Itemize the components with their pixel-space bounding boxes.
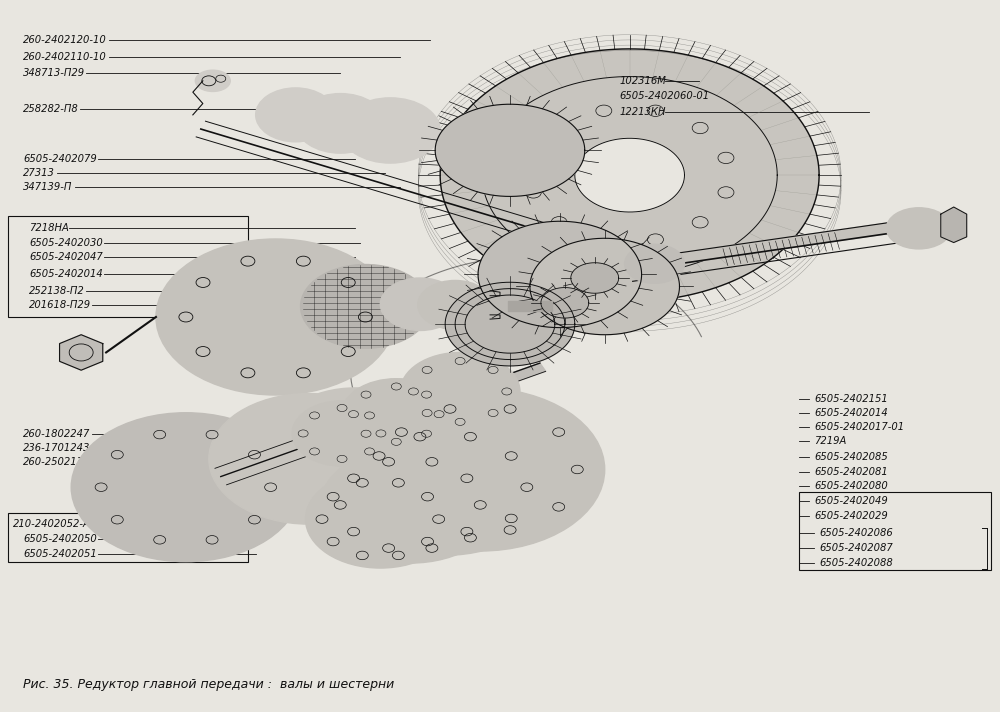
Text: 6505-2402049: 6505-2402049 [814,496,888,506]
Text: 6505-2402014: 6505-2402014 [814,408,888,418]
Text: Рис. 35. Редуктор главной передачи :  валы и шестерни: Рис. 35. Редуктор главной передачи : вал… [23,678,395,691]
Ellipse shape [541,288,589,318]
Polygon shape [627,214,949,271]
Text: 6505-2402080: 6505-2402080 [814,481,888,491]
Ellipse shape [530,239,679,335]
Bar [508,301,552,311]
Text: 258282-П8: 258282-П8 [23,104,79,114]
Text: 260-2402120-10: 260-2402120-10 [23,36,107,46]
Ellipse shape [571,263,619,293]
Bar [508,301,552,311]
Ellipse shape [575,138,684,212]
Ellipse shape [306,470,455,568]
Text: 348713-П29: 348713-П29 [23,68,85,78]
Text: 12213КН: 12213КН [620,107,666,117]
Ellipse shape [455,288,565,360]
Text: 6505-2402050: 6505-2402050 [23,534,97,544]
Ellipse shape [465,295,555,353]
Text: 7218НА: 7218НА [29,224,69,234]
Text: 7219А: 7219А [814,436,846,446]
Ellipse shape [296,93,385,153]
Text: 6505-2402085: 6505-2402085 [814,451,888,461]
Bar [8,513,248,562]
Ellipse shape [274,388,437,494]
Text: 252138-П2: 252138-П2 [29,286,85,295]
Ellipse shape [320,447,500,563]
Ellipse shape [445,282,575,366]
Ellipse shape [380,278,460,330]
Polygon shape [60,335,103,370]
Ellipse shape [625,244,684,283]
Text: 6505-2402151: 6505-2402151 [814,394,888,404]
Text: 260-1802247: 260-1802247 [23,429,91,439]
Text: 260-2402110-10: 260-2402110-10 [23,52,107,62]
Text: 260-2502138: 260-2502138 [23,457,91,467]
Ellipse shape [292,401,392,466]
Text: 6505-2402020: 6505-2402020 [480,325,554,335]
Ellipse shape [301,265,430,348]
Ellipse shape [355,388,605,551]
Ellipse shape [71,413,301,562]
Ellipse shape [400,352,520,431]
Polygon shape [221,363,546,485]
Ellipse shape [886,208,951,249]
Text: 6505-2402029: 6505-2402029 [814,511,888,521]
Ellipse shape [156,239,395,395]
Text: 6505-2402087: 6505-2402087 [819,543,893,553]
Text: 6505-2402051: 6505-2402051 [23,549,97,559]
Ellipse shape [418,281,493,330]
Polygon shape [941,207,967,243]
Text: 347139-П: 347139-П [23,182,73,192]
Bar [799,492,991,570]
Text: 236-1701243: 236-1701243 [23,443,91,454]
Text: 210-2402052-А2: 210-2402052-А2 [13,519,98,529]
Text: 201618-П29: 201618-П29 [29,300,91,310]
Ellipse shape [256,88,335,142]
Ellipse shape [440,49,819,301]
Ellipse shape [340,419,550,555]
Ellipse shape [323,383,463,473]
Ellipse shape [341,379,451,449]
Text: 6505-2402086: 6505-2402086 [819,528,893,538]
Ellipse shape [363,377,487,458]
Text: 6505-2402030: 6505-2402030 [29,238,103,248]
Ellipse shape [435,104,585,197]
Text: 6505-2402047: 6505-2402047 [29,252,103,262]
Text: 27313: 27313 [23,168,55,178]
Bar [8,216,248,317]
Ellipse shape [340,98,440,163]
Text: 6505-2402014: 6505-2402014 [29,269,103,279]
Text: 6505-2402081: 6505-2402081 [814,466,888,476]
Text: 6505-2402017-01: 6505-2402017-01 [814,422,904,432]
Ellipse shape [209,394,408,524]
Text: 6505-2402088: 6505-2402088 [819,558,893,568]
Text: 6505-2402060-01: 6505-2402060-01 [620,91,710,101]
Ellipse shape [478,221,642,328]
Text: 102316М: 102316М [620,75,667,86]
Ellipse shape [195,70,230,91]
Text: 6505-2402079: 6505-2402079 [23,154,97,164]
